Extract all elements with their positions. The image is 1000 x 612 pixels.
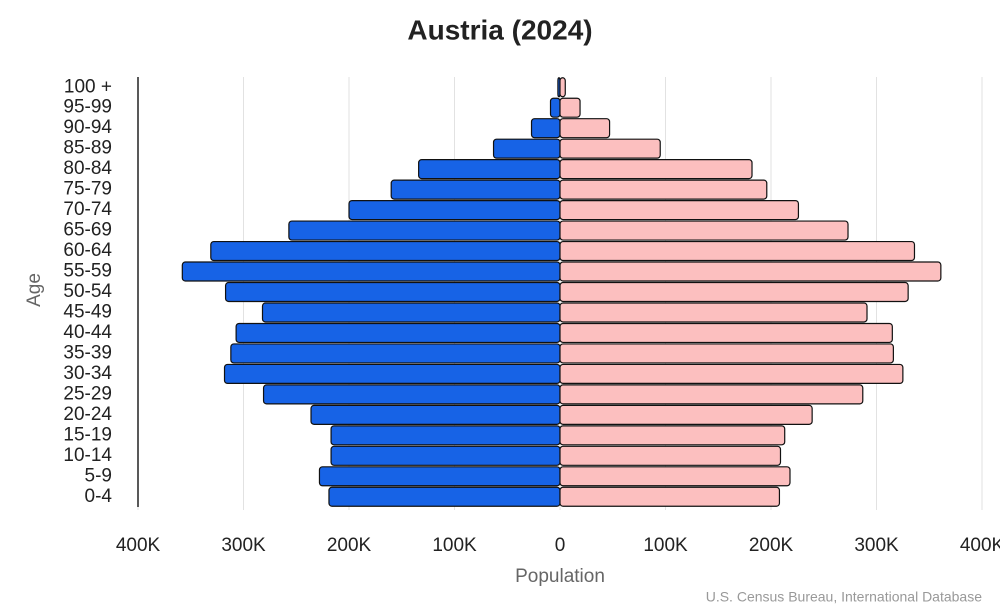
x-tick-label: 400K <box>116 535 161 556</box>
y-tick-label: 70-74 <box>63 199 112 220</box>
bar <box>559 322 893 344</box>
bar <box>559 363 904 384</box>
bar <box>288 220 561 241</box>
y-tick-label: 95-99 <box>63 97 112 118</box>
y-tick-label: 55-59 <box>63 261 112 282</box>
y-tick-label: 40-44 <box>63 322 112 343</box>
y-tick-label: 10-14 <box>63 445 112 466</box>
bar <box>230 343 561 364</box>
x-tick-label: 100K <box>432 535 477 556</box>
bar <box>559 200 800 221</box>
bar <box>418 159 561 180</box>
x-tick-label: 100K <box>643 535 688 556</box>
bar <box>559 97 581 118</box>
x-axis-label: Population <box>515 566 605 587</box>
y-tick-label: 90-94 <box>63 117 112 138</box>
bar <box>492 138 561 159</box>
bar <box>530 118 561 139</box>
bar <box>559 179 768 200</box>
bar <box>559 302 868 323</box>
x-tick-label: 200K <box>749 535 794 556</box>
bar <box>328 486 561 507</box>
bar <box>559 77 566 98</box>
x-tick-label: 400K <box>960 535 1000 556</box>
bar <box>559 445 782 466</box>
y-tick-label: 60-64 <box>63 240 112 261</box>
y-tick-label: 35-39 <box>63 342 112 363</box>
chart-title: Austria (2024) <box>407 14 592 45</box>
bar <box>330 425 561 446</box>
bar <box>224 281 561 303</box>
bar <box>310 404 561 425</box>
y-tick-label: 80-84 <box>63 158 112 179</box>
y-tick-label: 0-4 <box>85 486 113 507</box>
y-tick-label: 30-34 <box>63 363 112 384</box>
bar <box>559 486 781 507</box>
bar <box>262 384 561 405</box>
y-tick-label: 65-69 <box>63 220 112 241</box>
source-note: U.S. Census Bureau, International Databa… <box>706 589 982 605</box>
x-tick-label: 200K <box>327 535 372 556</box>
y-tick-label: 75-79 <box>63 179 112 200</box>
bar <box>559 220 849 241</box>
y-tick-label: 25-29 <box>63 383 112 404</box>
y-tick-label: 5-9 <box>85 465 112 486</box>
x-tick-label: 0 <box>555 535 566 556</box>
bar <box>559 425 786 446</box>
bar <box>559 240 916 262</box>
y-tick-label: 45-49 <box>63 301 112 322</box>
bar <box>390 179 561 200</box>
y-tick-label: 50-54 <box>63 281 112 302</box>
bar <box>348 200 561 221</box>
bar <box>210 240 561 262</box>
bar <box>318 466 561 487</box>
bar <box>559 281 909 303</box>
bar <box>559 343 894 364</box>
x-tick-label: 300K <box>221 535 266 556</box>
bar <box>559 384 864 405</box>
bar <box>330 445 561 466</box>
bar <box>559 159 753 180</box>
bar <box>235 322 561 344</box>
bar <box>559 466 791 487</box>
bar <box>181 261 561 282</box>
bar <box>261 302 561 323</box>
y-tick-label: 20-24 <box>63 404 112 425</box>
bar <box>549 97 561 118</box>
bar <box>559 138 661 159</box>
y-tick-label: 15-19 <box>63 424 112 445</box>
bar <box>559 404 813 425</box>
x-tick-label: 300K <box>854 535 899 556</box>
y-tick-label: 100 + <box>64 76 112 97</box>
bar <box>559 261 942 282</box>
bar <box>223 363 561 384</box>
y-axis-label: Age <box>24 273 45 307</box>
bar <box>559 118 611 139</box>
y-tick-label: 85-89 <box>63 138 112 159</box>
